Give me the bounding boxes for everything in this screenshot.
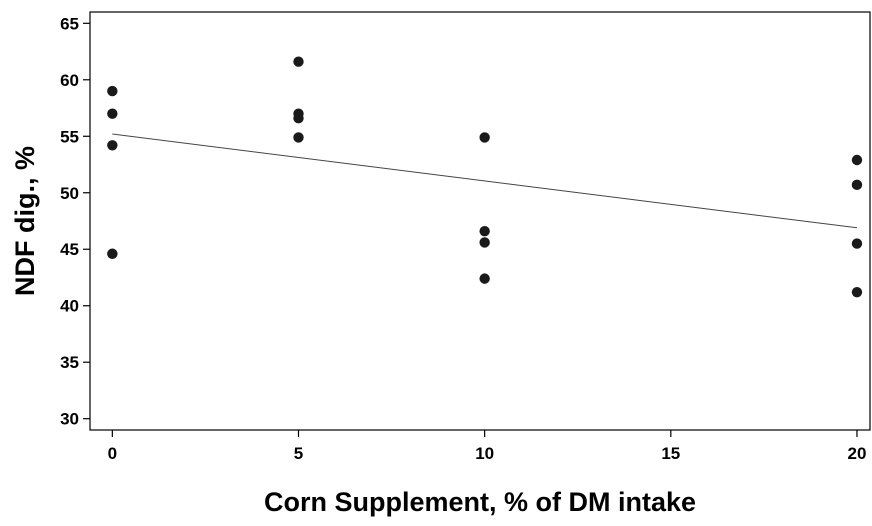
y-tick-label: 65: [60, 14, 79, 33]
x-tick-label: 10: [475, 444, 494, 463]
data-point: [479, 237, 490, 248]
y-tick-label: 40: [60, 297, 79, 316]
data-point: [107, 140, 118, 151]
trend-line: [112, 133, 858, 229]
y-tick-label: 45: [60, 240, 79, 259]
data-point: [107, 248, 118, 259]
x-tick-label: 15: [661, 444, 680, 463]
data-point: [851, 179, 863, 191]
y-tick-label: 35: [60, 353, 79, 372]
data-point: [851, 286, 863, 298]
data-points: [107, 56, 863, 298]
y-axis: 30 35 40 45 50 55 60 65: [60, 14, 90, 429]
data-point: [479, 225, 490, 237]
data-point: [293, 132, 304, 143]
x-tick-label: 5: [294, 444, 303, 463]
y-tick-label: 50: [60, 184, 79, 203]
x-tick-label: 0: [108, 444, 117, 463]
data-point: [293, 112, 304, 124]
y-tick-label: 55: [60, 127, 79, 146]
data-point: [107, 108, 118, 119]
y-tick-label: 30: [60, 410, 79, 429]
x-axis-title: Corn Supplement, % of DM intake: [264, 487, 696, 517]
plot-frame: [89, 11, 871, 431]
data-point: [107, 85, 118, 97]
data-point: [851, 238, 863, 249]
data-point: [851, 154, 863, 166]
data-point: [479, 273, 490, 284]
x-tick-label: 20: [848, 444, 867, 463]
data-point: [293, 56, 304, 67]
y-axis-title: NDF dig., %: [10, 146, 40, 296]
data-point: [479, 132, 490, 143]
x-axis: 0 5 10 15 20: [108, 430, 867, 463]
y-tick-label: 60: [60, 71, 79, 90]
